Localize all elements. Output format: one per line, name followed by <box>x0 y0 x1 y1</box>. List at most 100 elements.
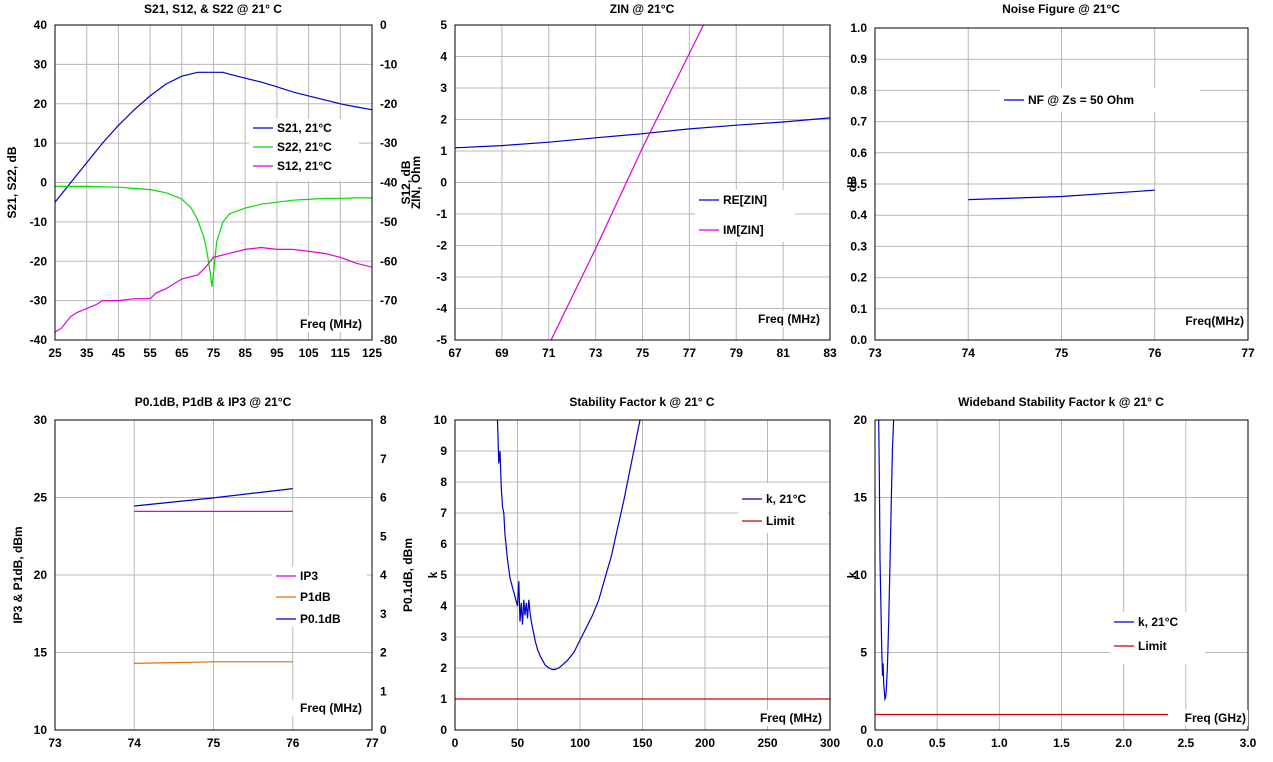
y2-tick-label: -10 <box>380 57 398 71</box>
y-tick-label: 0 <box>440 723 447 737</box>
y-tick-label: 3 <box>440 81 447 95</box>
x-tick-label: 77 <box>365 736 379 750</box>
x-tick-label: 77 <box>1241 346 1255 360</box>
legend-label: P1dB <box>300 590 331 604</box>
y2-tick-label: 1 <box>380 684 387 698</box>
chart-5: 0 50 100 150 200 250 300 0 1 2 3 4 5 6 7 8 9 10 Stability … <box>426 395 840 750</box>
y2-tick-label: -60 <box>380 254 398 268</box>
y-axis-title: ZIN, Ohm <box>409 156 423 209</box>
x-tick-label: 150 <box>632 736 652 750</box>
x-tick-label: 73 <box>868 346 882 360</box>
x-tick-label: 2.0 <box>1115 736 1132 750</box>
x-tick-label: 79 <box>730 346 744 360</box>
legend-label: S12, 21°C <box>277 159 332 173</box>
y-axis-title: dB <box>845 176 859 192</box>
legend-label: NF @ Zs = 50 Ohm <box>1028 93 1134 107</box>
y-tick-label: 1.0 <box>850 21 867 35</box>
x-tick-label: 45 <box>112 346 126 360</box>
y2-tick-label: -30 <box>380 136 398 150</box>
legend-label: k, 21°C <box>766 492 806 506</box>
chart-title: Wideband Stability Factor k @ 21° C <box>958 395 1164 409</box>
series-line-1 <box>55 71 372 203</box>
x-axis-label: Freq (MHz) <box>758 312 820 326</box>
chart-2: 67 69 71 73 75 77 79 81 83 -5 -4 -3 -2 -1 0 1 2 3 4 5 ZIN @ … <box>409 2 837 360</box>
series-line-1 <box>878 420 895 702</box>
plot-frame <box>454 24 831 341</box>
x-axis-label: Freq (GHz) <box>1185 711 1246 725</box>
x-tick-label: 85 <box>239 346 253 360</box>
x-tick-label: 67 <box>448 346 462 360</box>
y-tick-label: 30 <box>34 57 48 71</box>
y2-axis-title: S12, dB <box>399 160 413 204</box>
x-tick-label: 300 <box>820 736 840 750</box>
x-tick-label: 75 <box>636 346 650 360</box>
series-group <box>134 488 293 664</box>
chart-6: 0.0 0.5 1.0 1.5 2.0 2.5 3.0 0 5 10 15 20 Wideband St… <box>845 395 1257 750</box>
x-tick-label: 73 <box>48 736 62 750</box>
y2-tick-label: -40 <box>380 176 398 190</box>
y-tick-label: 7 <box>440 506 447 520</box>
y-axis-title: IP3 & P1dB, dBm <box>11 526 25 623</box>
legend-box <box>738 483 828 533</box>
chart-title: P0.1dB, P1dB & IP3 @ 21°C <box>135 395 292 409</box>
x-tick-label: 0.0 <box>867 736 884 750</box>
legend-label: Limit <box>766 514 795 528</box>
x-tick-label: 75 <box>1055 346 1069 360</box>
x-tick-label: 71 <box>542 346 556 360</box>
chart-4: 73 74 75 76 77 10 15 20 25 30 0 1 2 3 4 5 6 7 8 P0.1dB, P1d… <box>11 395 415 750</box>
y2-tick-label: -70 <box>380 294 398 308</box>
y-tick-label: 0 <box>860 723 867 737</box>
x-axis-label-bg <box>742 311 822 327</box>
y2-tick-label: 0 <box>380 723 387 737</box>
y2-axis-title: P0.1dB, dBm <box>401 538 415 612</box>
y-tick-label: 20 <box>34 568 48 582</box>
x-tick-label: 125 <box>362 346 382 360</box>
x-tick-label: 74 <box>962 346 976 360</box>
y2-tick-label: -20 <box>380 97 398 111</box>
x-tick-label: 25 <box>48 346 62 360</box>
y-tick-label: 2 <box>440 661 447 675</box>
x-tick-label: 76 <box>1148 346 1162 360</box>
y-tick-label: 4 <box>440 599 447 613</box>
x-tick-label: 1.5 <box>1053 736 1070 750</box>
chart-title: Stability Factor k @ 21° C <box>569 395 715 409</box>
x-axis-label: Freq (MHz) <box>300 701 362 715</box>
x-tick-label: 95 <box>270 346 284 360</box>
x-tick-label: 65 <box>175 346 189 360</box>
y-tick-label: 6 <box>440 537 447 551</box>
y-tick-label: -4 <box>436 302 447 316</box>
series-line-2 <box>134 661 293 664</box>
series-group <box>455 25 830 340</box>
series-group <box>455 420 830 700</box>
x-tick-label: 200 <box>695 736 715 750</box>
y-tick-label: 5 <box>860 646 867 660</box>
x-tick-label: 74 <box>128 736 142 750</box>
x-axis-label-bg <box>1168 710 1248 726</box>
series-line-3 <box>55 246 372 333</box>
y-tick-label: 25 <box>34 491 48 505</box>
legend-box <box>695 190 795 242</box>
series-line-2 <box>550 25 705 340</box>
x-tick-label: 83 <box>823 346 837 360</box>
y-tick-label: 0 <box>40 176 47 190</box>
y-tick-label: 1 <box>440 144 447 158</box>
x-tick-label: 69 <box>495 346 509 360</box>
x-tick-label: 76 <box>286 736 300 750</box>
x-tick-label: 1.0 <box>991 736 1008 750</box>
y-tick-label: -5 <box>436 333 447 347</box>
chart-title: S21, S12, & S22 @ 21° C <box>144 2 282 16</box>
y-tick-label: 8 <box>440 475 447 489</box>
chart-title: Noise Figure @ 21°C <box>1002 2 1120 16</box>
x-tick-label: 75 <box>207 346 221 360</box>
y-tick-label: 15 <box>854 491 868 505</box>
y-tick-label: 0 <box>440 176 447 190</box>
y2-tick-label: 2 <box>380 646 387 660</box>
plot-frame <box>54 419 373 731</box>
y-tick-label: 0.7 <box>850 115 867 129</box>
y-tick-label: 20 <box>34 97 48 111</box>
y-tick-label: 10 <box>854 568 868 582</box>
x-tick-label: 0 <box>452 736 459 750</box>
x-axis-label-bg <box>284 700 364 716</box>
y-tick-label: -10 <box>30 215 48 229</box>
